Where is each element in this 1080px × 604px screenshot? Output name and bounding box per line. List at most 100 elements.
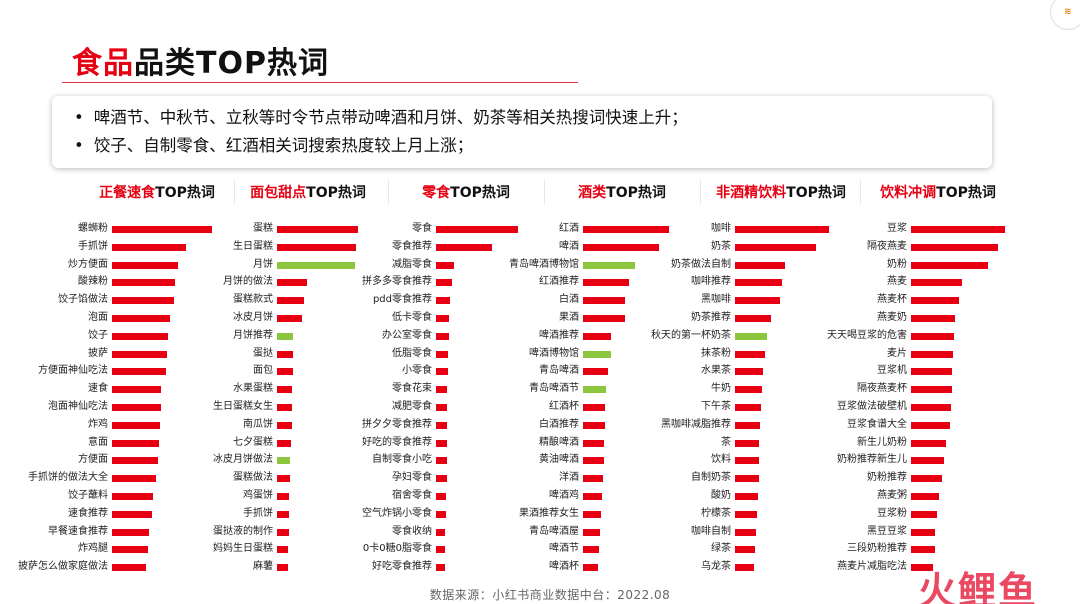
bar <box>911 510 938 518</box>
bar-label: 月饼推荐 <box>233 329 273 341</box>
panel-title-non-alcoholic: 非酒精饮料TOP热词 <box>706 182 856 204</box>
bar-label: 蛋糕款式 <box>233 294 273 306</box>
bar <box>911 368 953 376</box>
bar <box>735 386 763 394</box>
bar <box>911 350 954 358</box>
bar-label: 天天喝豆浆的危害 <box>827 329 907 341</box>
bar-label: 黑豆豆浆 <box>867 525 907 537</box>
bar <box>735 546 755 554</box>
bar-label: 精酿啤酒 <box>539 436 579 448</box>
bar-label: 孕妇零食 <box>392 472 432 484</box>
bar-label: 面包 <box>253 365 273 377</box>
bar <box>436 404 448 411</box>
bar-label: 零食收纳 <box>392 525 432 537</box>
bar <box>112 510 152 518</box>
bar <box>583 546 600 554</box>
bar <box>277 546 289 554</box>
bar-label: 酸辣粉 <box>78 276 108 288</box>
bar <box>112 386 161 394</box>
bar <box>112 315 170 322</box>
bar-label: 饺子蘸料 <box>68 490 108 501</box>
bar-label: 宿舍零食 <box>392 490 432 501</box>
bar-label: 披萨怎么做家庭做法 <box>18 561 108 573</box>
bar <box>112 564 146 572</box>
bar <box>436 457 447 465</box>
bar-label: 泡面 <box>88 312 108 323</box>
bar <box>436 243 492 251</box>
panel-title-black: TOP热词 <box>450 185 510 201</box>
bar-label: 蛋挞液的制作 <box>213 525 273 537</box>
bar-label: 柠檬茶 <box>701 507 731 519</box>
bar <box>277 243 357 251</box>
bar <box>436 350 449 358</box>
bar-label: 手抓饼 <box>78 240 108 252</box>
bar-label: 意面 <box>88 436 108 448</box>
bar-label: 绿茶 <box>711 543 731 555</box>
bar-label: 拼多多零食推荐 <box>362 276 432 288</box>
bar <box>735 243 816 251</box>
panel-title-red: 酒类 <box>578 185 607 201</box>
bar <box>735 315 771 322</box>
summary-line-2: 饺子、自制零食、红酒相关词搜索热度较上月上涨； <box>74 132 992 160</box>
bar-label: 办公室零食 <box>382 329 432 341</box>
bar-label: 奶粉推荐 <box>867 472 907 484</box>
panel-title-main-meal: 正餐速食TOP热词 <box>84 182 230 204</box>
bar <box>735 457 759 465</box>
bar <box>583 261 636 269</box>
bar-label: 麻薯 <box>253 561 273 573</box>
bar <box>911 564 933 572</box>
title-highlight: 食品 <box>72 46 134 81</box>
bar-label: 青岛啤酒博物馆 <box>509 258 579 270</box>
bar-label: 三段奶粉推荐 <box>847 543 907 555</box>
bar <box>112 368 166 376</box>
bar-label: 酸奶 <box>711 490 731 501</box>
bar-label: 茶 <box>721 436 731 448</box>
bar <box>583 243 659 251</box>
bar-label: 燕麦杯 <box>877 294 907 306</box>
bar <box>735 510 757 518</box>
bar-label: 蛋糕做法 <box>233 472 273 484</box>
bar-label: 红酒杯 <box>549 401 579 412</box>
bar-label: 自制零食小吃 <box>372 454 432 466</box>
bar <box>911 243 999 251</box>
bar-label: 自制奶茶 <box>691 472 731 484</box>
bar-label: 蛋糕 <box>253 223 273 234</box>
panel-title-red: 正餐速食 <box>99 185 156 201</box>
bar-label: 燕麦片减脂吃法 <box>837 561 907 573</box>
bar-label: 青岛啤酒节 <box>529 383 579 395</box>
bar <box>436 279 452 287</box>
bar <box>583 421 605 429</box>
bar <box>277 439 291 447</box>
bar-label: 啤酒鸡 <box>549 490 579 501</box>
brand-logo-icon: ≋ <box>1050 0 1080 30</box>
bar-label: 洋酒 <box>559 472 579 484</box>
bar <box>277 564 288 572</box>
bar <box>277 404 293 411</box>
bar <box>735 226 829 233</box>
bar <box>436 475 447 483</box>
bar-label: 饮料 <box>711 454 731 466</box>
bar-label: 青岛啤酒屋 <box>529 525 579 537</box>
bar-label: 螺蛳粉 <box>78 223 108 234</box>
bar <box>112 457 158 465</box>
bar <box>735 564 754 572</box>
bar-label: 炸鸡腿 <box>78 543 108 555</box>
bar <box>911 226 1005 233</box>
bar-label: 速食 <box>88 383 108 395</box>
bar <box>277 279 307 287</box>
bar-label: 妈妈生日蛋糕 <box>213 543 273 555</box>
bar <box>277 297 304 305</box>
bar-label: 豆浆 <box>887 223 907 234</box>
bar-label: 啤酒推荐 <box>539 329 579 341</box>
bar <box>911 315 956 322</box>
bar <box>277 457 290 465</box>
bar-label: 南瓜饼 <box>243 418 273 430</box>
panel-title-black: TOP热词 <box>155 185 215 201</box>
bar-label: 燕麦 <box>887 276 907 288</box>
bar-label: 麦片 <box>887 347 907 359</box>
bar <box>911 493 940 500</box>
bar <box>277 368 294 376</box>
bar-label: 奶粉推荐新生儿 <box>837 454 907 466</box>
bar <box>277 510 290 518</box>
bar <box>436 226 518 233</box>
